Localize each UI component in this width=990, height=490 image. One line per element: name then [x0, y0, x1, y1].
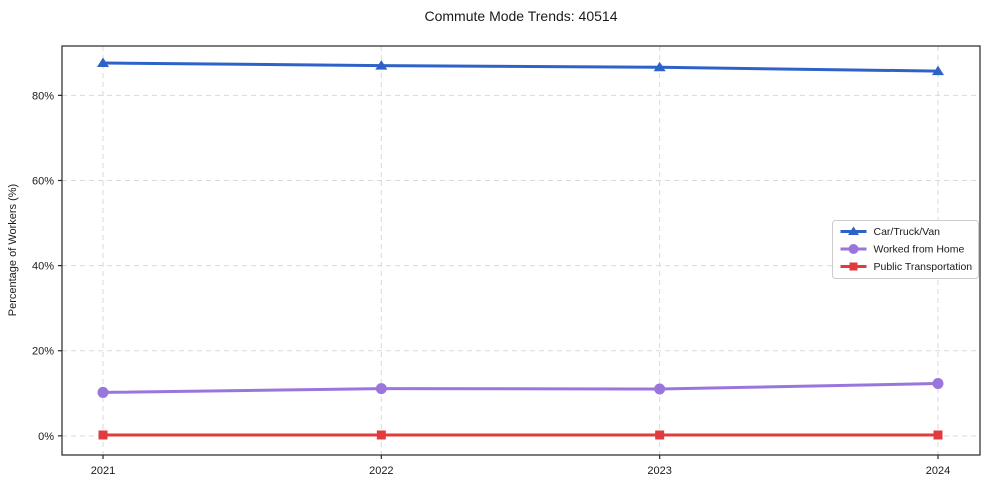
- data-point-marker: [848, 226, 859, 235]
- data-point-marker: [933, 430, 943, 440]
- y-tick-label: 60%: [32, 175, 54, 187]
- data-point-marker: [375, 60, 388, 70]
- data-point-marker: [97, 57, 109, 68]
- y-tick-label: 0%: [38, 431, 54, 443]
- data-point-marker: [97, 386, 109, 398]
- data-point-marker: [375, 383, 387, 395]
- x-tick-label: 2024: [926, 465, 950, 477]
- data-point-marker: [849, 262, 858, 271]
- y-tick-label: 20%: [32, 346, 54, 358]
- series-public-transportation: [98, 430, 943, 440]
- legend-box: [832, 220, 979, 279]
- x-tick-label: 2023: [647, 465, 671, 477]
- legend: Car/Truck/Van Worked from Home Public Tran…: [832, 220, 979, 279]
- data-point-marker: [655, 430, 665, 440]
- y-tick-label: 40%: [32, 261, 54, 273]
- legend-item: Public Transportation: [840, 261, 973, 273]
- x-tick-label: 2021: [91, 465, 115, 477]
- chart-title: Commute Mode Trends: 40514: [425, 8, 618, 24]
- axes-frame: [61, 45, 981, 456]
- series-line: [101, 381, 940, 394]
- x-tick-label: 2022: [369, 465, 393, 477]
- data-point-marker: [376, 430, 386, 440]
- y-tick-label: 80%: [32, 90, 54, 102]
- data-point-marker: [932, 377, 944, 389]
- legend-item: Car/Truck/Van: [840, 226, 941, 238]
- legend-item: Worked from Home: [840, 244, 965, 256]
- legend-item-label: Public Transportation: [874, 261, 973, 273]
- series-car-truck-van: [97, 57, 944, 76]
- data-point-marker: [931, 65, 944, 76]
- y-axis-title: Percentage of Workers (%): [7, 184, 19, 316]
- series-line: [101, 61, 940, 73]
- series-layer: [97, 57, 944, 440]
- data-point-marker: [654, 383, 666, 395]
- legend-item-label: Worked from Home: [874, 244, 965, 256]
- axes-layer: 0% 20% 40% 60% 80% 2021 2022 2023 2024: [32, 45, 981, 477]
- series-worked-from-home: [97, 377, 944, 398]
- legend-item-label: Car/Truck/Van: [874, 226, 941, 238]
- data-point-marker: [98, 430, 108, 440]
- data-point-marker: [653, 61, 666, 72]
- data-point-marker: [848, 244, 859, 254]
